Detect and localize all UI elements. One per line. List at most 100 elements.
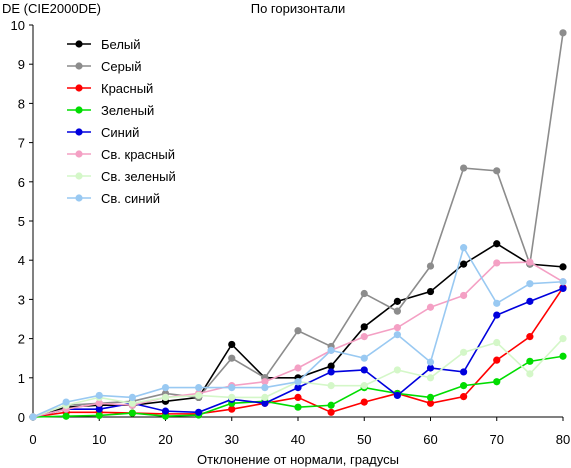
data-point <box>360 289 368 298</box>
data-point <box>294 378 302 386</box>
legend-item: Св. красный <box>67 147 175 162</box>
legend-marker <box>75 40 83 48</box>
legend-item: Св. синий <box>67 191 160 206</box>
data-point <box>526 297 534 305</box>
legend-item: Зеленый <box>67 103 154 118</box>
data-point <box>228 384 236 392</box>
data-point <box>493 299 501 307</box>
data-point <box>95 399 103 407</box>
x-tick-label: 50 <box>357 432 371 447</box>
data-point <box>393 331 401 339</box>
data-point <box>294 364 302 372</box>
data-point <box>161 407 170 415</box>
data-point <box>460 368 468 376</box>
data-point <box>559 29 567 37</box>
data-point <box>526 370 534 378</box>
data-point <box>426 303 435 311</box>
data-point <box>426 364 435 372</box>
data-point <box>393 307 401 315</box>
data-point <box>261 393 269 401</box>
data-point <box>493 311 501 319</box>
data-point <box>195 391 203 400</box>
data-point <box>360 323 368 331</box>
data-point <box>393 297 401 305</box>
data-point <box>493 240 501 248</box>
axes: 0 1 2 3 4 5 6 7 8 9 10 0 10 20 30 40 50 60 70 80 <box>11 18 571 447</box>
data-point <box>228 354 236 362</box>
legend-label: Зеленый <box>101 103 154 118</box>
data-point <box>327 362 335 370</box>
data-point <box>261 384 269 392</box>
x-tick-label: 80 <box>556 432 570 447</box>
data-point <box>393 366 401 374</box>
legend-label: Св. зеленый <box>101 169 176 184</box>
data-point <box>526 258 534 266</box>
data-point <box>460 260 468 268</box>
data-point <box>426 358 435 366</box>
data-point <box>360 366 368 374</box>
data-point <box>327 346 335 354</box>
legend-item: Св. зеленый <box>67 169 176 184</box>
y-tick-label: 9 <box>18 57 25 72</box>
data-point <box>294 327 302 335</box>
data-point <box>493 259 501 267</box>
data-point <box>360 398 368 406</box>
data-point <box>460 291 468 300</box>
legend-label: Св. синий <box>101 191 160 206</box>
data-point <box>460 382 468 390</box>
data-point <box>493 356 501 364</box>
data-point <box>393 391 401 400</box>
data-point <box>294 393 302 401</box>
data-point <box>426 262 435 270</box>
data-point <box>426 399 435 407</box>
data-point <box>62 398 70 406</box>
x-tick-label: 70 <box>490 432 504 447</box>
data-point <box>128 409 136 417</box>
x-tick-label: 40 <box>291 432 305 447</box>
data-point <box>327 401 335 409</box>
series-layer <box>29 29 567 421</box>
data-point <box>559 278 567 286</box>
data-point <box>62 412 70 420</box>
data-point <box>261 378 269 386</box>
x-tick-label: 10 <box>92 432 106 447</box>
data-point <box>493 167 501 175</box>
data-point <box>360 382 368 390</box>
data-point <box>426 374 435 382</box>
chart-title: По горизонтали <box>251 1 345 16</box>
x-tick-label: 0 <box>29 432 36 447</box>
data-point <box>228 340 236 349</box>
y-tick-label: 0 <box>18 410 25 425</box>
y-tick-label: 6 <box>18 175 25 190</box>
series-line <box>32 261 564 418</box>
data-point <box>393 324 401 332</box>
data-point <box>195 384 203 392</box>
data-point <box>95 391 103 400</box>
series <box>29 244 567 421</box>
x-axis-label: Отклонение от нормали, градусы <box>197 452 399 467</box>
data-point <box>493 338 501 347</box>
data-point <box>559 284 567 293</box>
data-point <box>559 352 567 360</box>
legend-marker <box>75 150 83 158</box>
data-point <box>228 405 236 413</box>
y-tick-label: 8 <box>18 96 25 111</box>
data-point <box>161 412 170 420</box>
legend-marker <box>75 128 83 136</box>
legend-marker <box>75 172 83 180</box>
y-tick-label: 1 <box>18 371 25 386</box>
data-point <box>327 408 335 416</box>
legend-label: Синий <box>101 125 139 140</box>
data-point <box>559 335 567 343</box>
legend-label: Красный <box>101 81 153 96</box>
y-tick-label: 7 <box>18 136 25 151</box>
data-point <box>294 384 302 392</box>
legend-marker <box>75 84 83 92</box>
x-tick-label: 20 <box>158 432 172 447</box>
data-point <box>29 413 37 421</box>
legend-item: Серый <box>67 59 141 74</box>
data-point <box>360 354 368 362</box>
data-point <box>460 348 468 356</box>
data-point <box>294 403 302 411</box>
data-point <box>161 384 170 392</box>
